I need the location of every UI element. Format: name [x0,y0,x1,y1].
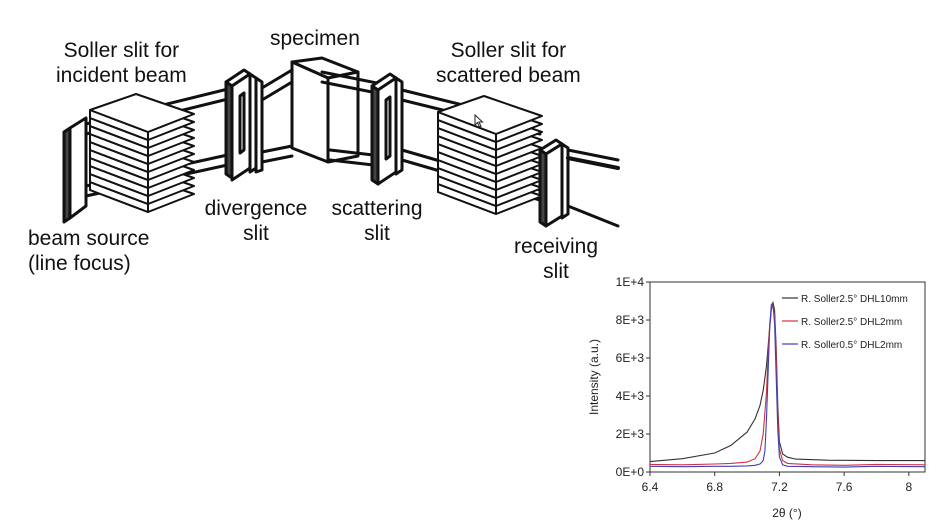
soller-scattered-label: Soller slit for scattered beam [436,38,581,88]
soller-plate [437,95,543,135]
beam-source-label-line1: beam source [28,227,150,250]
soller-slit-incident [89,93,195,213]
y-tick-label: 2E+3 [616,427,645,441]
soller-incident-label: Soller slit for incident beam [56,38,187,88]
scattering-slit [370,72,404,186]
legend-label: R. Soller2.5° DHL2mm [801,317,902,328]
divergence-slit-label-line1: divergence [204,197,308,220]
legend-label: R. Soller2.5° DHL10mm [801,294,908,305]
y-axis-ticks: 0E+0 2E+3 4E+3 6E+3 8E+3 1E+4 [616,275,650,479]
scattering-slit-label-line1: scattering [331,197,423,220]
series-lines [649,301,926,468]
series-line [649,301,926,468]
divergence-slit-label: divergence slit [200,196,312,246]
y-tick-label: 6E+3 [616,351,645,365]
x-tick-label: 6.4 [642,480,659,494]
receiving-slit-label-line2: slit [543,260,569,283]
beam-source-label: beam source (line focus) [28,226,149,276]
scattering-slit-label: scattering slit [326,196,428,246]
y-tick-label: 0E+0 [616,465,645,479]
divergence-slit-label-line2: slit [243,222,269,245]
intensity-chart: 0E+0 2E+3 4E+3 6E+3 8E+3 1E+4 6.4 6.8 7.2 7.6 8 R… [587,275,926,520]
soller-scattered-label-line2: scattered beam [436,64,581,87]
mouse-cursor-icon [474,114,484,128]
specimen-label: specimen [270,27,360,50]
receiving-slit-label-line1: receiving [513,235,599,258]
soller-incident-label-line1: Soller slit for [63,39,180,62]
soller-incident-label-line2: incident beam [56,64,187,87]
y-tick-label: 4E+3 [616,389,645,403]
soller-plate [89,93,195,133]
receiving-slit [538,138,570,228]
chart-legend: R. Soller2.5° DHL10mm R. Soller2.5° DHL2m… [782,294,908,351]
beam-to-specimen [260,68,294,164]
y-axis-label: Intensity (a.u.) [587,339,601,415]
x-tick-label: 7.2 [771,480,788,494]
plot-area [649,281,926,473]
x-tick-label: 7.6 [836,480,853,494]
beam-to-detector [566,148,620,228]
x-tick-label: 6.8 [706,480,723,494]
scattering-slit-label-line2: slit [364,222,390,245]
beam-source-label-line2: (line focus) [28,252,131,275]
x-tick-label: 8 [905,480,912,494]
beam-source [62,116,88,224]
receiving-slit-label: receiving slit [508,234,604,284]
specimen [290,56,360,164]
divergence-slit [224,68,264,182]
soller-scattered-label-line1: Soller slit for [450,39,567,62]
y-tick-label: 1E+4 [616,275,645,289]
x-axis-label: 2θ (°) [772,506,801,520]
x-axis-ticks: 6.4 6.8 7.2 7.6 8 [642,472,912,494]
legend-label: R. Soller0.5° DHL2mm [801,340,902,351]
soller-slit-scattered [437,95,543,215]
y-tick-label: 8E+3 [616,313,645,327]
